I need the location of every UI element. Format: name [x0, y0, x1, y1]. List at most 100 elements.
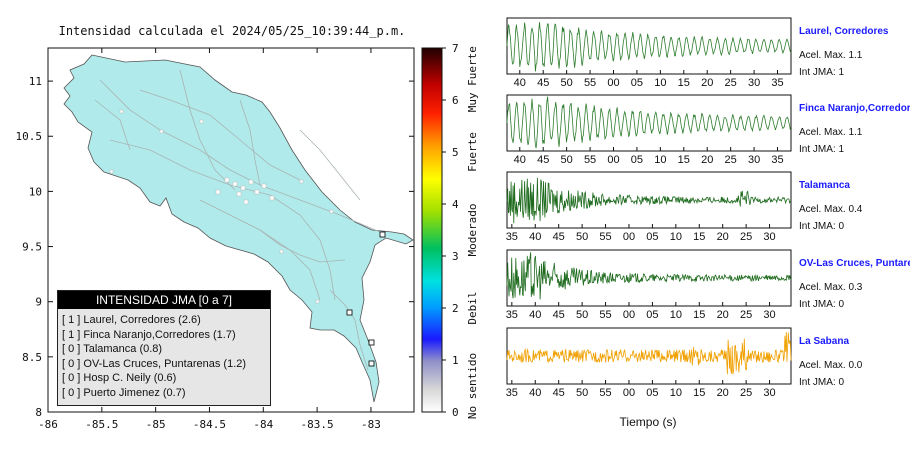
map-y-tick-label: 8.5 — [22, 351, 42, 364]
map-x-tick-label: -85.5 — [85, 418, 118, 431]
waveform-tick-label: 05 — [646, 309, 658, 321]
waveform-frame — [506, 94, 792, 152]
station-marker-talamanca — [379, 231, 386, 238]
station-jma: Int JMA: 1 — [799, 144, 844, 155]
colorbar — [421, 47, 443, 413]
intensity-legend: INTENSIDAD JMA [0 a 7] [ 1 ] Laurel, Cor… — [57, 290, 271, 406]
colorbar-label: Fuerte — [466, 132, 479, 172]
waveform-tick-label: 00 — [623, 231, 635, 243]
station-accel: Acel. Max. 0.4 — [799, 204, 863, 215]
waveform-tick-label: 45 — [553, 387, 565, 399]
waveform-trace — [506, 177, 792, 224]
waveform-tick-label: 45 — [553, 309, 565, 321]
legend-item: [ 1 ] Laurel, Corredores (2.6) — [62, 314, 201, 326]
legend-title: INTENSIDAD JMA [0 a 7] — [58, 291, 270, 309]
waveform-panel: 40 45 50 55 00 05 10 15 20 25 30 35 Finca Naranjo,Co… — [506, 94, 910, 166]
map-x-tick-label: -83 — [361, 418, 381, 431]
waveform-tick-label: 10 — [670, 387, 682, 399]
station-jma: Int JMA: 1 — [799, 67, 844, 78]
station-jma: Int JMA: 0 — [799, 221, 844, 232]
waveform-tick-label: 15 — [678, 154, 690, 166]
station-jma: Int JMA: 0 — [799, 299, 844, 310]
waveform-tick-label: 30 — [763, 387, 775, 399]
waveform-tick-label: 05 — [646, 231, 658, 243]
waveform-tick-label: 40 — [529, 309, 541, 321]
map-x-tick-label: -85 — [146, 418, 166, 431]
waveform-trace — [506, 96, 792, 149]
waveform-trace — [506, 252, 792, 300]
station-accel: Acel. Max. 1.1 — [799, 127, 863, 138]
waveform-tick-label: 25 — [725, 154, 737, 166]
colorbar-tick-label: 0 — [452, 406, 459, 419]
map-x-tick-label: -84 — [253, 418, 273, 431]
waveform-tick-label: 15 — [693, 231, 705, 243]
waveform-tick-label: 50 — [576, 387, 588, 399]
colorbar-label: Debil — [466, 291, 479, 324]
waveform-tick-label: 05 — [646, 387, 658, 399]
station-name: Talamanca — [799, 180, 850, 191]
map-y-tick-label: 11 — [29, 75, 42, 88]
waveform-tick-label: 15 — [678, 77, 690, 89]
waveform-panels: 40 45 50 55 00 05 10 15 20 25 30 35 Laurel, Corredor… — [506, 17, 910, 399]
map-y-tick-label: 8 — [35, 406, 42, 419]
waveform-tick-label: 45 — [537, 77, 549, 89]
station-accel: Acel. Max. 1.1 — [799, 50, 863, 61]
legend-item: [ 0 ] OV-Las Cruces, Puntarenas (1.2) — [62, 357, 247, 370]
map-land-group — [63, 54, 414, 403]
waveform-tick-label: 30 — [748, 77, 760, 89]
waveform-tick-label: 55 — [599, 387, 611, 399]
colorbar-label: Muy Fuerte — [466, 46, 479, 112]
map-roads — [94, 69, 381, 371]
station-name: Laurel, Corredores — [799, 26, 889, 37]
colorbar-tick-label: 7 — [452, 42, 459, 55]
legend-item: [ 0 ] Talamanca (0.8) — [62, 343, 163, 355]
waveform-tick-label: 20 — [717, 387, 729, 399]
waveform-tick-label: 05 — [631, 154, 643, 166]
map-y-tick-label: 9 — [35, 296, 42, 309]
waveform-tick-label: 00 — [607, 154, 619, 166]
waveform-tick-label: 25 — [740, 309, 752, 321]
waveform-panel: 40 45 50 55 00 05 10 15 20 25 30 35 Laurel, Corredor… — [506, 17, 889, 89]
station-marker-finca-naranjo — [368, 339, 375, 346]
waveform-tick-label: 00 — [607, 77, 619, 89]
waveform-tick-label: 55 — [584, 154, 596, 166]
map-y-tick-label: 9.5 — [22, 241, 42, 254]
station-name: Finca Naranjo,Corredores — [799, 103, 910, 114]
waveform-tick-label: 20 — [717, 231, 729, 243]
waveform-tick-label: 05 — [631, 77, 643, 89]
waveform-tick-label: 20 — [701, 154, 713, 166]
waveform-tick-label: 30 — [763, 231, 775, 243]
legend-item: [ 1 ] Finca Naranjo,Corredores (1.7) — [62, 328, 236, 341]
waveform-tick-label: 00 — [623, 309, 635, 321]
waveform-panel: 35 40 45 50 55 00 05 10 15 20 25 30 Talamanca Acel. M… — [506, 171, 863, 243]
map-y-ticks: 11 10.5 10 9.5 9 8.5 8 — [16, 75, 414, 419]
legend-item: [ 0 ] Puerto Jimenez (0.7) — [62, 386, 186, 399]
waveform-tick-label: 35 — [506, 231, 518, 243]
waveform-xlabel: Tiempo (s) — [620, 415, 677, 429]
waveform-tick-label: 50 — [576, 309, 588, 321]
waveform-tick-label: 50 — [576, 231, 588, 243]
waveform-tick-label: 25 — [740, 387, 752, 399]
waveform-tick-label: 30 — [763, 309, 775, 321]
colorbar-tick-label: 2 — [452, 302, 459, 315]
waveform-tick-label: 35 — [771, 154, 783, 166]
costa-rica-land — [63, 54, 414, 403]
waveform-tick-label: 15 — [693, 387, 705, 399]
waveform-tick-label: 30 — [748, 154, 760, 166]
waveform-tick-label: 35 — [506, 309, 518, 321]
map-x-tick-label: -84.5 — [193, 418, 226, 431]
waveform-tick-label: 55 — [584, 77, 596, 89]
map-x-ticks: -86 -85.5 -85 -84.5 -84 -83.5 -83 — [38, 48, 381, 431]
waveform-tick-label: 45 — [553, 231, 565, 243]
waveform-tick-label: 10 — [654, 154, 666, 166]
waveform-tick-label: 20 — [701, 77, 713, 89]
colorbar-label: Moderado — [466, 204, 479, 257]
waveform-tick-label: 00 — [623, 387, 635, 399]
map-title: Intensidad calculada el 2024/05/25_10:39… — [59, 24, 406, 38]
waveform-tick-label: 10 — [670, 231, 682, 243]
colorbar-tick-label: 6 — [452, 94, 459, 107]
colorbar-label: No sentido — [466, 353, 479, 419]
station-name: OV-Las Cruces, Puntarenas — [799, 258, 910, 269]
waveform-tick-label: 25 — [740, 231, 752, 243]
